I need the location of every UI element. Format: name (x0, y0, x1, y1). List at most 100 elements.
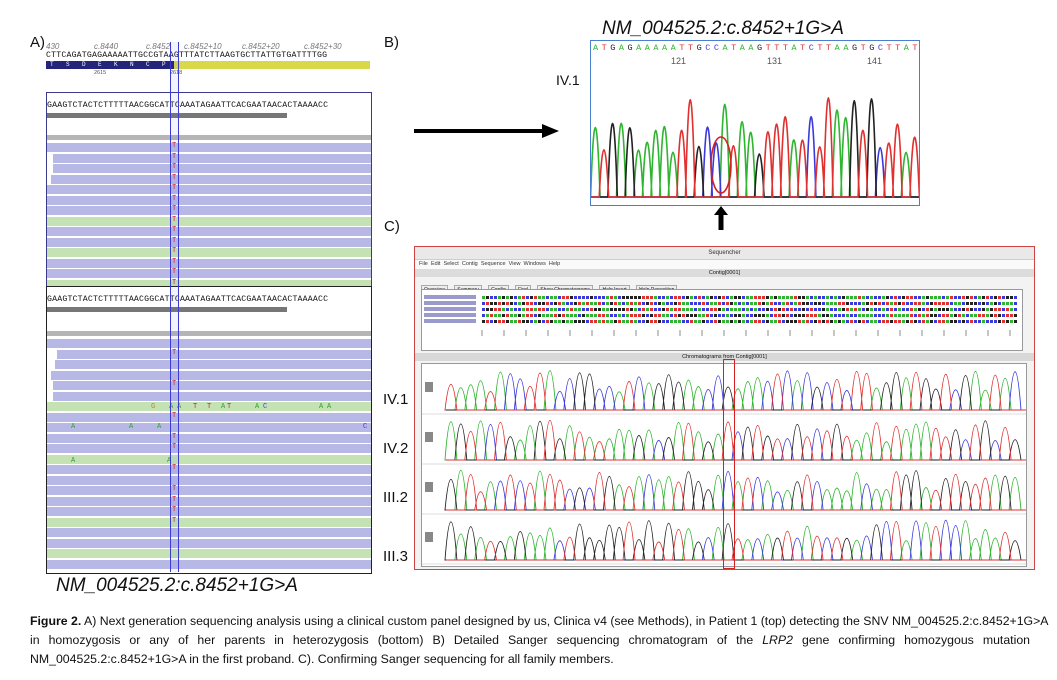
alignment-base (906, 302, 909, 305)
alignment-base (850, 302, 853, 305)
menu-item[interactable]: File (419, 261, 428, 267)
alignment-base (854, 320, 857, 323)
trace-line (444, 520, 1026, 561)
sequencing-read: T (47, 226, 371, 236)
sequencing-read: T (53, 163, 371, 173)
alignment-base (982, 314, 985, 317)
alignment-base (762, 302, 765, 305)
sequencing-read: T (57, 349, 371, 359)
arrow-up (714, 206, 728, 230)
track-handle-icon[interactable] (425, 532, 433, 542)
alignment-base (642, 314, 645, 317)
mismatch-base: T (172, 257, 177, 266)
alignment-base (590, 320, 593, 323)
alignment-base (906, 314, 909, 317)
alignment-base (706, 308, 709, 311)
alignment-base (1010, 308, 1013, 311)
menu-item[interactable]: Help (548, 261, 561, 267)
alignment-base (674, 314, 677, 317)
alignment-base (866, 308, 869, 311)
alignment-base (986, 302, 989, 305)
base-call: T (783, 43, 788, 53)
menu-item[interactable]: Sequence (480, 261, 506, 267)
alignment-base (522, 302, 525, 305)
menu-item[interactable]: Contig (461, 261, 478, 267)
alignment-base (878, 314, 881, 317)
alignment-base (934, 320, 937, 323)
alignment-base (630, 308, 633, 311)
alignment-base (498, 314, 501, 317)
alignment-base (858, 302, 861, 305)
alignment-base (570, 320, 573, 323)
sequencing-read: T (47, 516, 371, 527)
base-call: C (878, 43, 883, 53)
alignment-base (978, 302, 981, 305)
alignment-base (818, 302, 821, 305)
alignment-base (794, 302, 797, 305)
alignment-base (598, 296, 601, 299)
alignment-base (982, 296, 985, 299)
base-call: A (671, 43, 677, 53)
aa: P (162, 61, 166, 68)
alignment-base (790, 302, 793, 305)
alignment-base (578, 320, 581, 323)
menu-item[interactable]: View (508, 261, 521, 267)
alignment-base (646, 308, 649, 311)
alignment-base (994, 314, 997, 317)
mismatch-base: T (172, 205, 177, 213)
alignment-base (922, 302, 925, 305)
alignment-base (522, 314, 525, 317)
alignment-base (574, 320, 577, 323)
alignment-base (974, 308, 977, 311)
alignment-base (774, 296, 777, 299)
alignment-base (986, 314, 989, 317)
alignment-base (654, 314, 657, 317)
alignment-base (958, 302, 961, 305)
alignment-base (746, 308, 749, 311)
alignment-base (950, 302, 953, 305)
alignment-base (938, 296, 941, 299)
menu-item[interactable]: Select (443, 261, 459, 267)
alignment-base (750, 314, 753, 317)
alignment-base (750, 308, 753, 311)
alignment-base (650, 320, 653, 323)
alignment-base (634, 308, 637, 311)
track-handle-icon[interactable] (425, 382, 433, 392)
alignment-base (810, 308, 813, 311)
alignment-base (938, 308, 941, 311)
alignment-base (554, 320, 557, 323)
alignment-base (690, 296, 693, 299)
menu-item[interactable]: Windows (523, 261, 546, 267)
alignment-base (730, 308, 733, 311)
alignment-base (746, 296, 749, 299)
trace-line (591, 97, 919, 198)
alignment-base (894, 302, 897, 305)
track-handle-icon[interactable] (425, 432, 433, 442)
alignment-base (866, 320, 869, 323)
alignment-base (966, 302, 969, 305)
mismatch-base: T (172, 411, 177, 420)
alignment-base (902, 320, 905, 323)
menu-item[interactable]: Edit (430, 261, 441, 267)
alignment-base (886, 302, 889, 305)
mismatch-base: T (172, 380, 177, 388)
alignment-lines (424, 295, 1017, 336)
sequencing-read: T (47, 443, 371, 453)
track-handle-icon[interactable] (425, 482, 433, 492)
mismatch-base: A (71, 457, 76, 465)
alignment-base (534, 296, 537, 299)
alignment-base (774, 314, 777, 317)
alignment-base (758, 296, 761, 299)
alignment-base (594, 320, 597, 323)
row-label: III.3 (383, 548, 409, 565)
trace-line (446, 520, 1026, 561)
ruler-label: c.8452+30 (304, 42, 342, 51)
alignment-base (510, 320, 513, 323)
aa: T (50, 61, 54, 68)
base-call: A (593, 43, 599, 53)
alignment-base (818, 308, 821, 311)
alignment-base (926, 308, 929, 311)
mismatch-base: T (172, 516, 177, 525)
sequencing-read: T (53, 380, 371, 390)
alignment-base (926, 302, 929, 305)
